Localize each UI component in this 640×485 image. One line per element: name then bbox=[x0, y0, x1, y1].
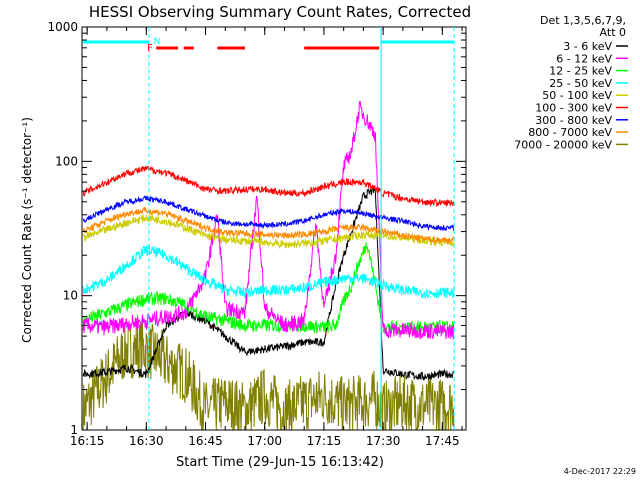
y-axis-label: Corrected Count Rate (s⁻¹ detector⁻¹) bbox=[20, 117, 34, 343]
flag-label-n: N bbox=[154, 37, 161, 47]
series-line-9 bbox=[82, 321, 455, 430]
plot-frame bbox=[81, 26, 467, 431]
series-line-6 bbox=[82, 165, 455, 208]
chart-title: HESSI Observing Summary Count Rates, Cor… bbox=[89, 3, 471, 21]
series-line-4 bbox=[82, 245, 455, 299]
series-line-7 bbox=[82, 195, 455, 232]
x-tick-label: 17:15 bbox=[307, 434, 342, 448]
legend-label-3: 12 - 25 keV bbox=[549, 65, 612, 78]
y-tick-label: 1000 bbox=[47, 20, 78, 34]
legend-label-6: 100 - 300 keV bbox=[535, 102, 612, 115]
series-line-2 bbox=[82, 100, 455, 340]
legend-header-line-2: Att 0 bbox=[600, 26, 626, 39]
series-line-8 bbox=[82, 206, 455, 245]
legend-label-2: 6 - 12 keV bbox=[556, 52, 612, 65]
legend-label-5: 50 - 100 keV bbox=[542, 89, 612, 102]
x-tick-label: 16:45 bbox=[188, 434, 223, 448]
y-tick-label: 1 bbox=[70, 423, 78, 437]
x-tick-label: 16:30 bbox=[129, 434, 164, 448]
x-tick-label: 16:15 bbox=[70, 434, 105, 448]
legend-label-4: 25 - 50 keV bbox=[549, 77, 612, 90]
series-line-5 bbox=[82, 214, 455, 250]
legend-label-1: 3 - 6 keV bbox=[563, 40, 612, 53]
x-tick-label: 17:00 bbox=[247, 434, 282, 448]
legend-label-9: 7000 - 20000 keV bbox=[514, 138, 612, 151]
x-tick-label: 17:30 bbox=[366, 434, 401, 448]
legend-header-line-1: Det 1,3,5,6,7,9, bbox=[540, 14, 626, 27]
flag-label-f: F bbox=[147, 43, 153, 54]
y-tick-label: 10 bbox=[63, 289, 78, 303]
timestamp: 4-Dec-2017 22:29 bbox=[564, 467, 636, 476]
legend-label-8: 800 - 7000 keV bbox=[528, 126, 612, 139]
series-line-1 bbox=[82, 186, 455, 382]
x-tick-label: 17:45 bbox=[425, 434, 460, 448]
y-tick-label: 100 bbox=[55, 154, 78, 168]
x-axis-label: Start Time (29-Jun-15 16:13:42) bbox=[176, 455, 384, 470]
legend-label-7: 300 - 800 keV bbox=[535, 114, 612, 127]
